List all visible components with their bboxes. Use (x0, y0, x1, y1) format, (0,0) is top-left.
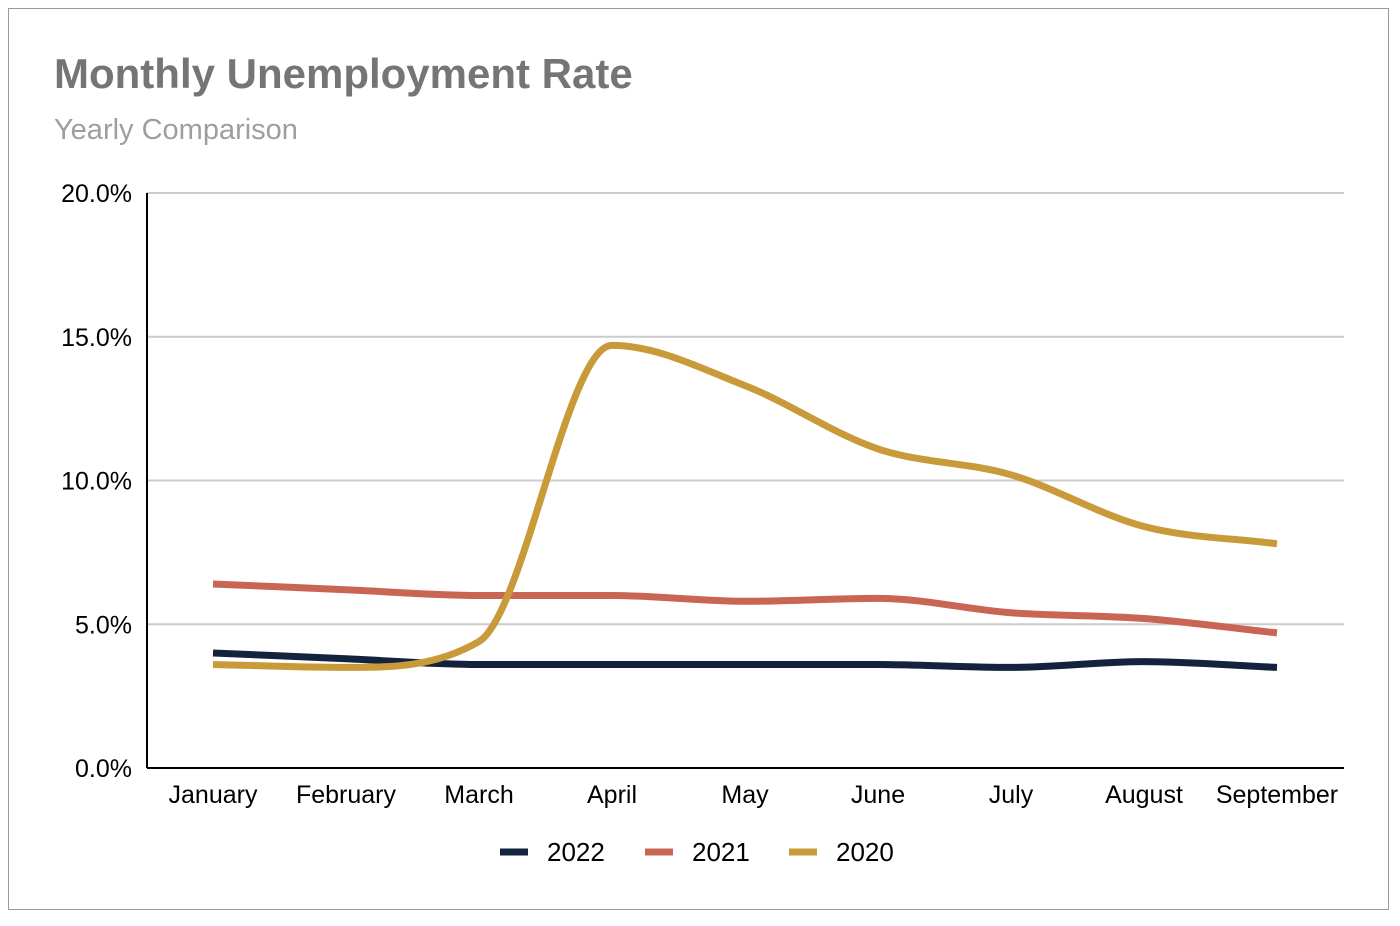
series-line-2020 (212, 341, 1278, 671)
x-tick-label: March (444, 781, 513, 809)
x-tick-label: January (169, 781, 258, 809)
chart-frame (8, 8, 1389, 910)
series-line-2022 (212, 649, 1278, 671)
chart-subtitle: Yearly Comparison (54, 114, 298, 146)
x-tick-label: April (587, 781, 637, 809)
x-tick-label: August (1105, 781, 1183, 809)
y-tick-label: 10.0% (61, 468, 132, 496)
x-tick-label: September (1216, 781, 1338, 809)
x-axis-labels: January February March April May June July Augu… (169, 781, 1339, 809)
series-line-2021 (212, 580, 1278, 637)
y-tick-label: 0.0% (75, 755, 132, 783)
legend: 2022 2021 2020 (500, 837, 894, 867)
legend-label-2022: 2022 (547, 837, 605, 867)
y-tick-label: 15.0% (61, 324, 132, 352)
x-tick-label: June (851, 781, 905, 809)
legend-label-2020: 2020 (836, 837, 894, 867)
x-tick-label: May (721, 781, 769, 809)
y-axis-labels: 0.0% 5.0% 10.0% 15.0% 20.0% (61, 180, 132, 783)
y-tick-label: 5.0% (75, 611, 132, 639)
axes (146, 193, 1344, 769)
series-lines (212, 341, 1278, 671)
legend-label-2021: 2021 (692, 837, 750, 867)
x-tick-label: February (296, 781, 397, 809)
gridlines (147, 192, 1344, 626)
y-tick-label: 20.0% (61, 180, 132, 208)
x-tick-label: July (989, 781, 1034, 809)
chart-title: Monthly Unemployment Rate (54, 50, 633, 97)
